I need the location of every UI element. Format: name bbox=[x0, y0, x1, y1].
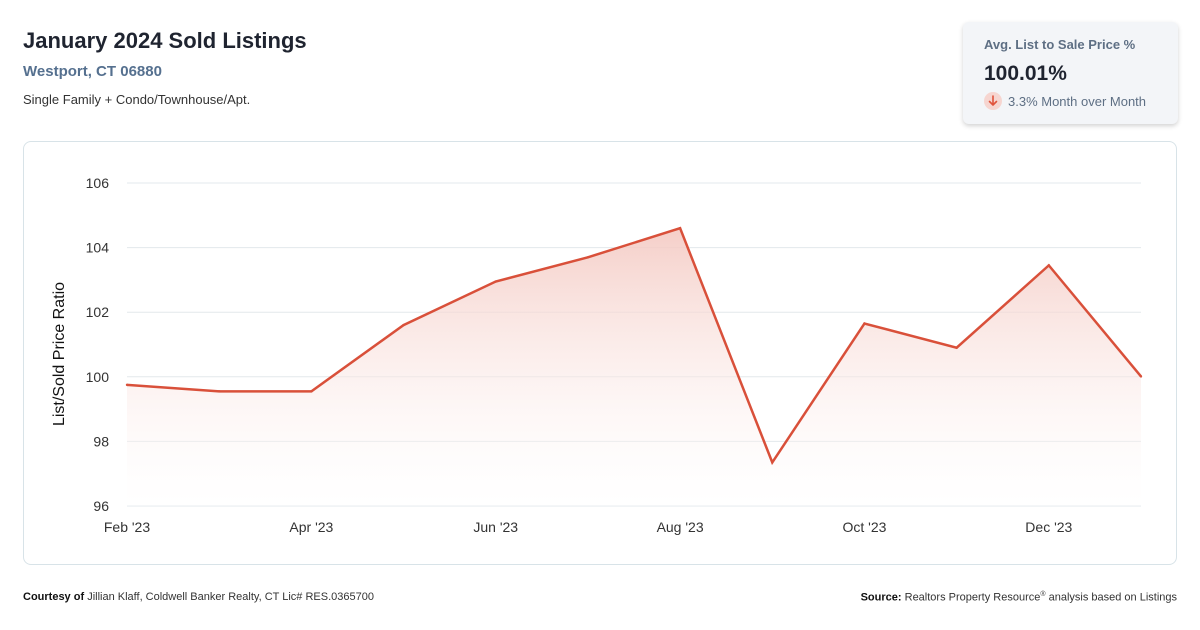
data-point bbox=[955, 346, 958, 349]
series-line bbox=[126, 226, 1142, 466]
kpi-change-row: 3.3% Month over Month bbox=[984, 92, 1146, 110]
kpi-card: Avg. List to Sale Price % 100.01% 3.3% M… bbox=[963, 22, 1178, 124]
data-point bbox=[586, 256, 590, 259]
x-tick-label: Apr '23 bbox=[289, 519, 333, 535]
area-fill bbox=[127, 228, 1141, 506]
kpi-value: 100.01% bbox=[984, 62, 1067, 85]
source-text-suffix: analysis based on Listings bbox=[1045, 591, 1177, 604]
data-point bbox=[494, 280, 497, 283]
location-label: Westport, CT 06880 bbox=[23, 63, 162, 80]
chart-svg: 96 98 100 102 104 106 Feb '23 Apr '23 Jun '23 Aug… bbox=[51, 175, 1143, 535]
chart-card: 96 98 100 102 104 106 Feb '23 Apr '23 Jun '23 Aug… bbox=[23, 141, 1177, 565]
data-point bbox=[1139, 375, 1143, 378]
data-point bbox=[678, 227, 682, 230]
y-tick-label: 106 bbox=[86, 175, 110, 191]
data-point bbox=[217, 390, 221, 393]
source-label: Source: bbox=[860, 591, 902, 604]
x-tick-label: Feb '23 bbox=[104, 519, 150, 535]
y-axis-label: List/Sold Price Ratio bbox=[51, 282, 68, 426]
kpi-label: Avg. List to Sale Price % bbox=[984, 37, 1136, 52]
data-point bbox=[402, 323, 405, 327]
y-tick-label: 96 bbox=[93, 498, 109, 514]
source-text: Realtors Property Resource bbox=[904, 591, 1041, 604]
page-title: January 2024 Sold Listings bbox=[23, 28, 307, 53]
y-tick-label: 100 bbox=[86, 369, 110, 385]
y-tick-label: 104 bbox=[86, 240, 110, 256]
data-point bbox=[863, 322, 866, 325]
footer-source: Source: Realtors Property Resource® anal… bbox=[861, 591, 1177, 604]
kpi-change-text: 3.3% Month over Month bbox=[1008, 93, 1147, 109]
data-point bbox=[125, 383, 129, 387]
y-tick-label: 98 bbox=[93, 433, 109, 449]
x-tick-label: Jun '23 bbox=[473, 519, 518, 535]
x-tick-label: Oct '23 bbox=[842, 519, 886, 535]
x-tick-label: Dec '23 bbox=[1025, 519, 1072, 535]
property-type-label: Single Family + Condo/Townhouse/Apt. bbox=[23, 92, 251, 107]
y-tick-label: 102 bbox=[86, 304, 110, 320]
footer-courtesy: Courtesy of Jillian Klaff, Coldwell Bank… bbox=[23, 591, 374, 603]
data-point bbox=[310, 390, 313, 393]
data-point bbox=[771, 461, 774, 464]
x-tick-label: Aug '23 bbox=[657, 519, 704, 535]
registered-mark: ® bbox=[1040, 591, 1046, 598]
courtesy-text: Jillian Klaff, Coldwell Banker Realty, C… bbox=[87, 591, 374, 603]
area-layer bbox=[125, 226, 1143, 506]
arrow-down-icon bbox=[984, 92, 1002, 110]
axis-layer: 96 98 100 102 104 106 Feb '23 Apr '23 Jun '23 Aug… bbox=[86, 175, 1073, 535]
data-point bbox=[1047, 264, 1051, 267]
courtesy-label: Courtesy of bbox=[23, 591, 85, 603]
